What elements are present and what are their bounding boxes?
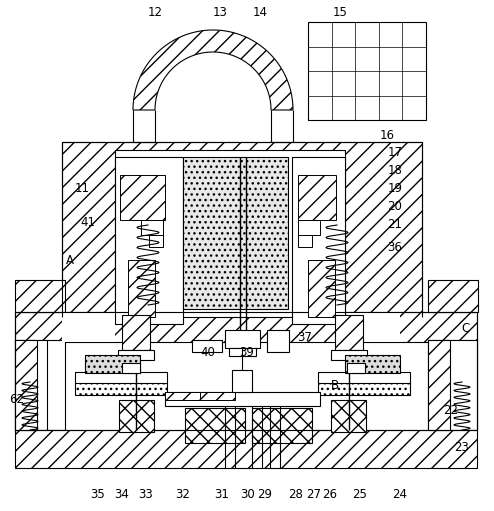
Bar: [15, 340, 47, 430]
Bar: [331, 350, 367, 360]
Text: C: C: [461, 321, 469, 335]
Text: 24: 24: [393, 487, 408, 500]
Text: 40: 40: [201, 345, 215, 359]
Text: 23: 23: [454, 440, 469, 453]
Bar: [225, 330, 260, 348]
Bar: [15, 280, 65, 312]
Bar: [318, 383, 410, 395]
Bar: [308, 260, 335, 317]
Text: 15: 15: [332, 6, 347, 18]
Text: 36: 36: [388, 241, 403, 253]
Text: 22: 22: [444, 404, 458, 416]
Text: 35: 35: [90, 487, 105, 500]
Text: 62: 62: [9, 392, 25, 406]
Bar: [428, 340, 477, 430]
Bar: [348, 312, 400, 342]
Bar: [331, 400, 366, 432]
Text: 27: 27: [306, 487, 322, 500]
Bar: [15, 430, 477, 468]
Text: 14: 14: [252, 6, 267, 18]
Bar: [122, 315, 150, 350]
Bar: [232, 370, 252, 392]
Bar: [115, 150, 345, 317]
Bar: [292, 157, 345, 324]
Bar: [62, 142, 422, 317]
Bar: [267, 330, 289, 352]
Text: 39: 39: [240, 345, 254, 359]
Text: 19: 19: [387, 181, 403, 195]
Bar: [141, 220, 163, 235]
Bar: [62, 312, 115, 342]
Bar: [335, 315, 363, 350]
Bar: [345, 355, 400, 373]
Bar: [75, 383, 167, 395]
Bar: [15, 340, 37, 430]
Bar: [75, 372, 167, 384]
Text: 13: 13: [212, 6, 227, 18]
Text: 21: 21: [387, 218, 403, 230]
Text: 18: 18: [388, 164, 403, 176]
Text: 31: 31: [214, 487, 229, 500]
Bar: [200, 392, 235, 400]
Text: 25: 25: [353, 487, 368, 500]
Bar: [192, 340, 222, 352]
Bar: [347, 363, 365, 373]
Text: 11: 11: [75, 181, 89, 195]
Text: 12: 12: [148, 6, 163, 18]
Bar: [118, 350, 154, 360]
Bar: [252, 408, 312, 443]
Bar: [318, 372, 410, 384]
Bar: [298, 235, 312, 247]
Text: 17: 17: [387, 146, 403, 158]
Bar: [120, 175, 165, 220]
Text: B: B: [331, 379, 339, 391]
Bar: [165, 392, 200, 400]
Bar: [445, 340, 477, 430]
Bar: [308, 22, 426, 120]
Bar: [149, 235, 163, 247]
Text: 26: 26: [323, 487, 337, 500]
Text: 16: 16: [379, 128, 395, 142]
Bar: [122, 363, 140, 373]
Text: 20: 20: [388, 199, 403, 213]
Bar: [115, 157, 183, 324]
Text: 33: 33: [139, 487, 153, 500]
Text: 29: 29: [257, 487, 273, 500]
Text: 30: 30: [241, 487, 255, 500]
Text: 28: 28: [288, 487, 303, 500]
Bar: [229, 348, 256, 356]
Bar: [119, 400, 154, 432]
Bar: [428, 340, 450, 430]
Bar: [298, 220, 320, 235]
Bar: [128, 260, 155, 317]
Bar: [85, 355, 140, 373]
Text: 34: 34: [115, 487, 129, 500]
Text: A: A: [66, 253, 74, 267]
Bar: [15, 340, 65, 430]
Polygon shape: [133, 30, 293, 110]
Text: 41: 41: [81, 216, 95, 228]
Bar: [165, 392, 320, 406]
Bar: [183, 157, 288, 309]
Bar: [428, 280, 478, 312]
Bar: [185, 408, 245, 443]
Bar: [15, 312, 477, 342]
Text: 37: 37: [297, 331, 312, 343]
Text: 32: 32: [175, 487, 191, 500]
Bar: [298, 175, 336, 220]
